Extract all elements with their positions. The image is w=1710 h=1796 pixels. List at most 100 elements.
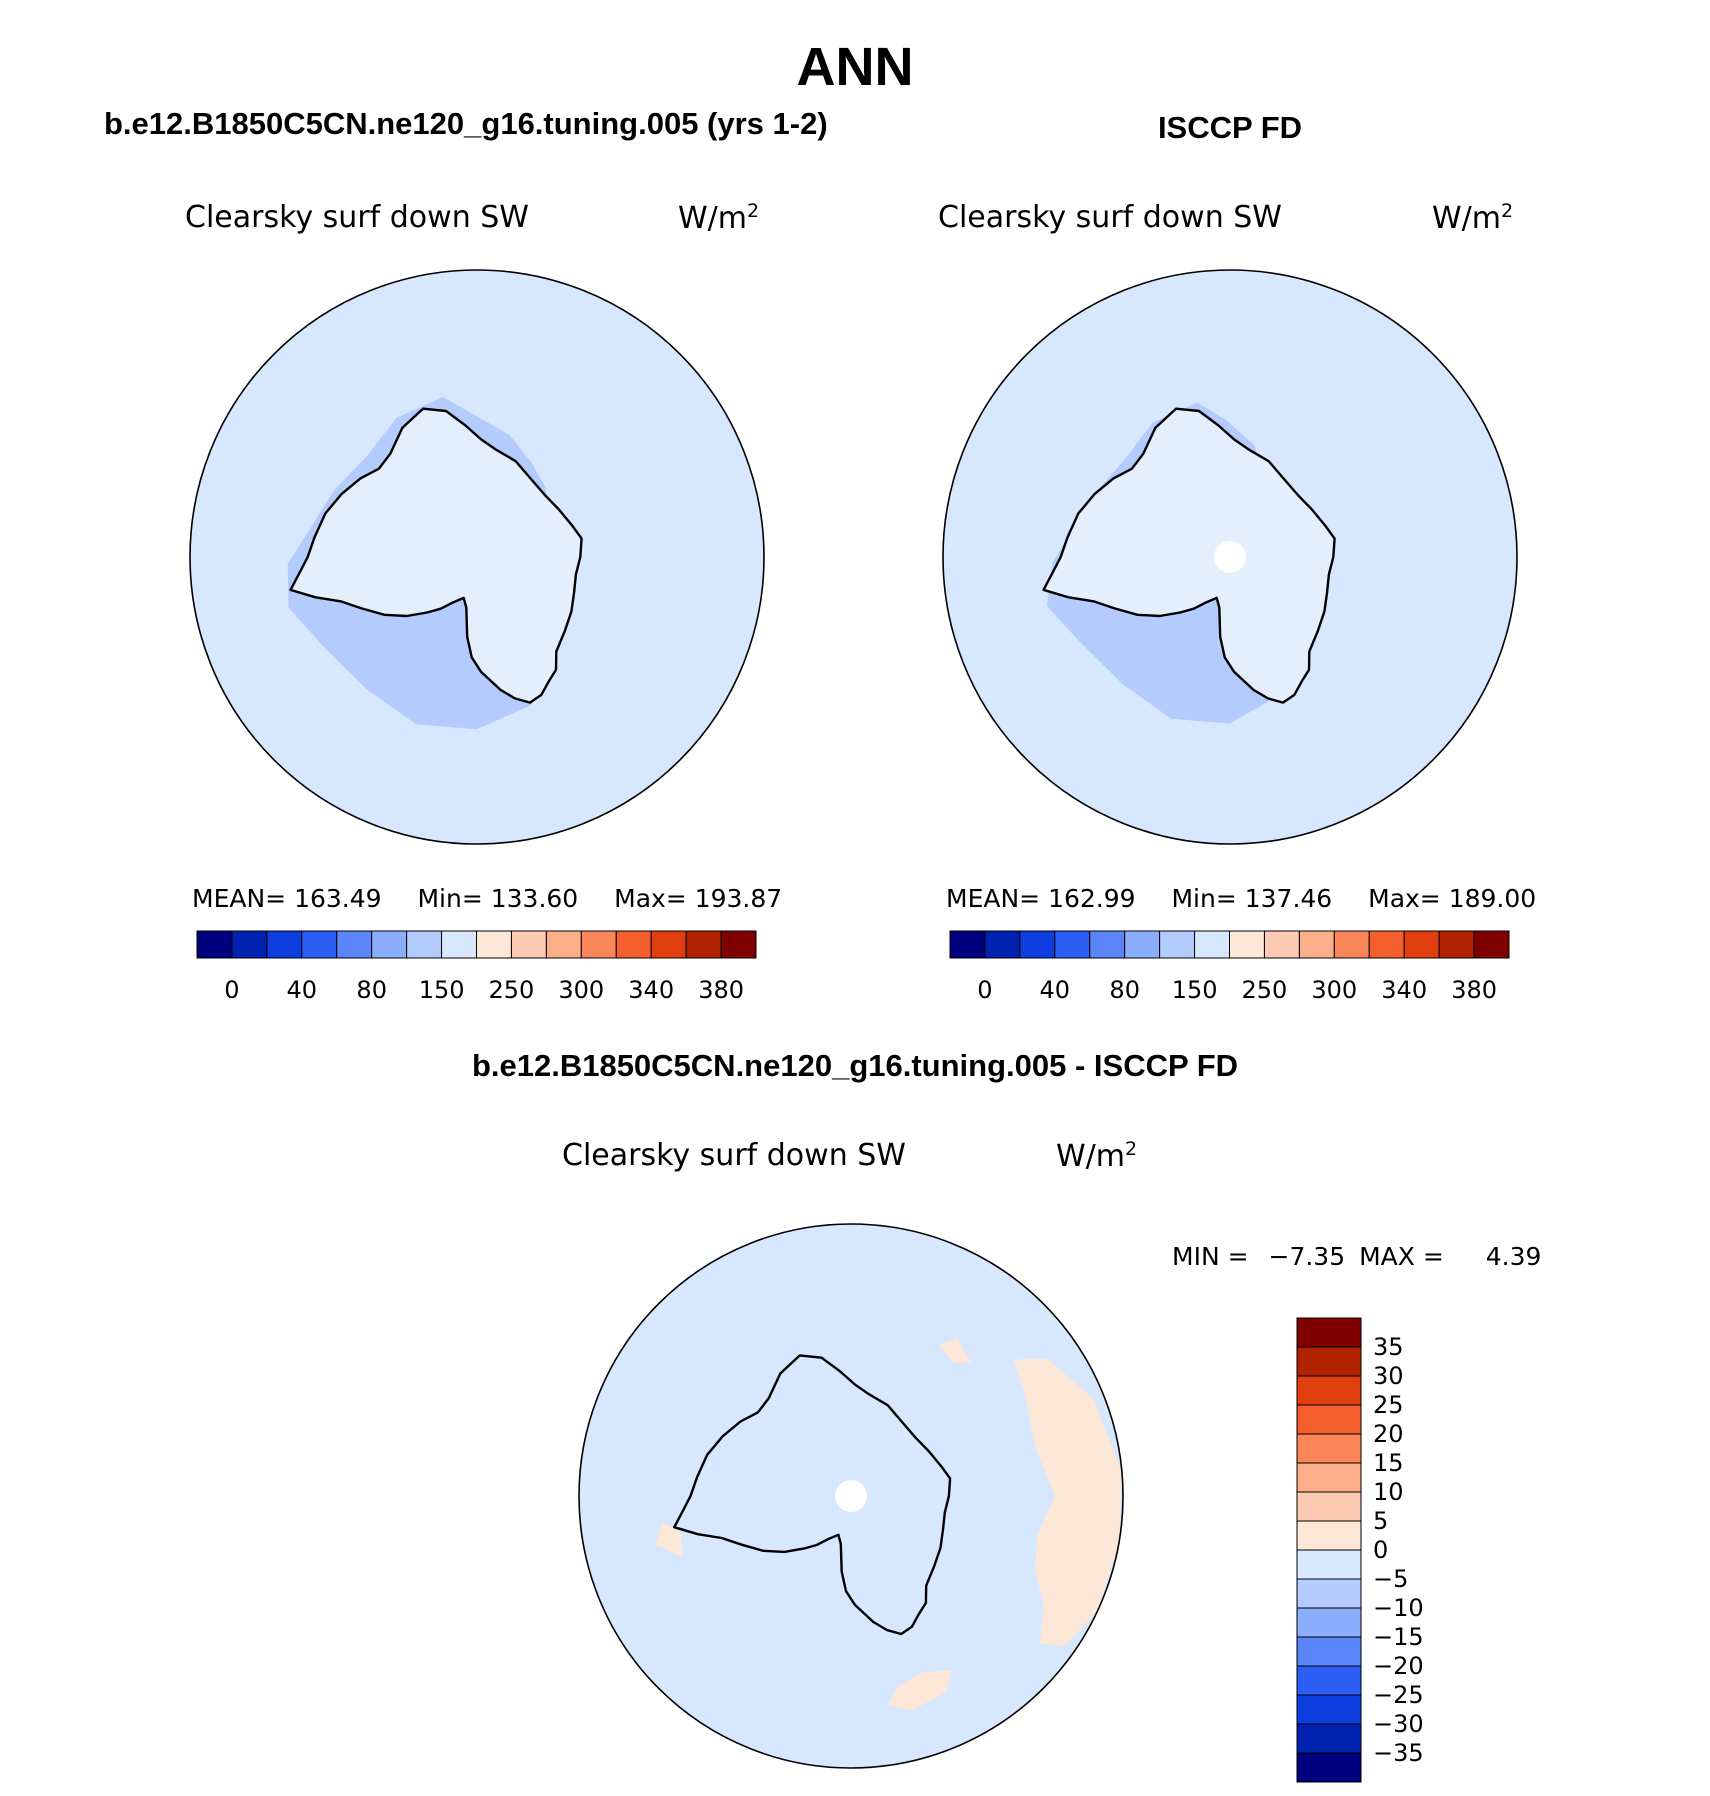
colorbar-cell	[1296, 1433, 1362, 1464]
colorbar-tick-label: 40	[1040, 976, 1071, 1004]
colorbar-cell	[1159, 930, 1196, 959]
colorbar-cell	[196, 930, 233, 959]
colorbar-cell	[615, 930, 652, 959]
colorbar-tick-label: 30	[1373, 1362, 1404, 1390]
colorbar-cell	[1229, 930, 1265, 959]
colorbar-cell	[1296, 1549, 1362, 1580]
panel2-min-label: Min=	[1171, 884, 1237, 913]
continent-fill	[290, 408, 582, 703]
colorbar-1: 0 40 80 150 250 300 340 380	[196, 930, 757, 1004]
colorbar-cell	[1473, 930, 1510, 959]
colorbar-cell	[545, 930, 582, 959]
colorbar-2: 0 40 80 150 250 300 340 380	[949, 930, 1510, 1004]
positive-anomaly-4	[938, 1338, 972, 1364]
continent-fill	[1043, 408, 1335, 703]
colorbar-cell	[1403, 930, 1440, 959]
colorbar-cell	[984, 930, 1021, 959]
panel3-units-exp: 2	[1125, 1138, 1138, 1160]
panel3-variable-label: Clearsky surf down SW	[562, 1138, 906, 1173]
colorbar-cell	[371, 930, 408, 959]
colorbar-tick-label: 80	[356, 976, 387, 1004]
polar-map-2	[942, 269, 1518, 845]
colorbar-cell	[1296, 1578, 1362, 1609]
colorbar-tick-label: 250	[1241, 976, 1287, 1004]
colorbar-tick-label: 80	[1109, 976, 1140, 1004]
panel1-min-label: Min=	[417, 884, 483, 913]
colorbar-cell	[1333, 930, 1370, 959]
colorbar-cell	[336, 930, 373, 959]
colorbar-tick-label: 35	[1373, 1333, 1404, 1361]
colorbar-cell	[1296, 1520, 1362, 1551]
colorbar-tick-label: 40	[287, 976, 318, 1004]
colorbar-tick-label: 5	[1373, 1507, 1388, 1535]
colorbar-tick-label: 20	[1373, 1420, 1404, 1448]
colorbar-cell	[406, 930, 443, 959]
positive-anomaly-1	[1013, 1358, 1122, 1646]
panel1-max-value: 193.87	[694, 884, 783, 913]
colorbar-cell	[1296, 1694, 1362, 1725]
colorbar-cell	[1124, 930, 1161, 959]
colorbar-tick-label: −15	[1373, 1623, 1424, 1651]
colorbar-tick-label: 250	[488, 976, 534, 1004]
colorbar-tick-label: −20	[1373, 1652, 1424, 1680]
positive-anomaly-2	[887, 1670, 952, 1711]
panel2-min-value: 137.46	[1244, 884, 1333, 913]
colorbar-tick-label: −35	[1373, 1739, 1424, 1767]
colorbar-tick-label: −5	[1373, 1565, 1408, 1593]
colorbar-tick-label: 150	[419, 976, 465, 1004]
polar-map-1	[189, 269, 765, 845]
colorbar-tick-label: 15	[1373, 1449, 1404, 1477]
panel1-mean-value: 163.49	[294, 884, 382, 913]
panel1-mean-label: MEAN=	[192, 884, 287, 913]
panel1-stats: MEAN= 163.49 Min= 133.60 Max= 193.87	[192, 884, 782, 913]
colorbar-cell	[1296, 1346, 1362, 1377]
colorbar-tick-label: 0	[224, 976, 239, 1004]
colorbar-cell	[1019, 930, 1056, 959]
missing-pole	[1214, 541, 1246, 573]
colorbar-tick-label: 10	[1373, 1478, 1404, 1506]
colorbar-cell	[1296, 1607, 1362, 1638]
panel2-stats: MEAN= 162.99 Min= 137.46 Max= 189.00	[946, 884, 1536, 913]
colorbar-cell	[1089, 930, 1126, 959]
colorbar-cell	[720, 930, 757, 959]
colorbar-cell	[1296, 1404, 1362, 1435]
page-title: ANN	[796, 37, 914, 97]
colorbar-cell	[1296, 1636, 1362, 1667]
colorbar-cell	[441, 930, 477, 959]
colorbar-cell	[1296, 1665, 1362, 1696]
panel3-min-value: −7.35	[1268, 1242, 1346, 1271]
coastline	[289, 407, 583, 704]
missing-pole	[835, 1480, 867, 1512]
colorbar-cell	[1296, 1317, 1362, 1348]
positive-anomaly-3	[655, 1522, 683, 1558]
colorbar-cell	[1296, 1375, 1362, 1406]
map-border	[942, 269, 1518, 845]
colorbar-cell	[1296, 1462, 1362, 1493]
map-border	[189, 269, 765, 845]
panel2-max-label: Max=	[1368, 884, 1441, 913]
colorbar-tick-label: 300	[558, 976, 604, 1004]
panel1-max-label: Max=	[614, 884, 687, 913]
colorbar-cell	[510, 930, 547, 959]
colorbar-cell	[650, 930, 687, 959]
panel2-units-exp: 2	[1501, 200, 1514, 222]
panel1-units-exp: 2	[747, 200, 760, 222]
colorbar-cell	[476, 930, 512, 959]
colorbar-cell	[580, 930, 617, 959]
colorbar-tick-label: −10	[1373, 1594, 1424, 1622]
colorbar-tick-label: 0	[1373, 1536, 1388, 1564]
colorbar-cell	[301, 930, 338, 959]
coastline	[673, 1354, 952, 1636]
colorbar-cell	[266, 930, 303, 959]
panel1-variable-label: Clearsky surf down SW	[185, 200, 529, 235]
colorbar-tick-label: −25	[1373, 1681, 1424, 1709]
colorbar-cell	[1263, 930, 1300, 959]
map-border	[578, 1223, 1124, 1769]
panel1-units-base: W/m	[678, 201, 747, 236]
panel2-title: ISCCP FD	[1157, 110, 1303, 145]
panel3-max-label: MAX =	[1359, 1242, 1444, 1271]
panel2-units: W/m2	[1432, 200, 1513, 236]
colorbar-cell	[1298, 930, 1335, 959]
